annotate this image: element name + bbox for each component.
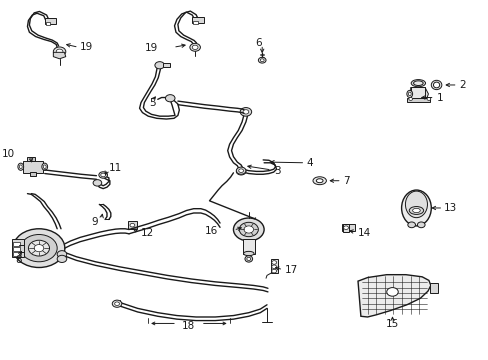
- Circle shape: [56, 49, 63, 54]
- Polygon shape: [53, 52, 66, 59]
- Bar: [342, 225, 354, 231]
- Ellipse shape: [244, 256, 252, 262]
- Text: 10: 10: [2, 149, 15, 159]
- Text: 11: 11: [108, 163, 122, 173]
- Bar: [429, 283, 438, 293]
- Bar: [45, 22, 50, 25]
- Circle shape: [386, 288, 397, 296]
- Ellipse shape: [413, 81, 422, 86]
- Circle shape: [239, 222, 258, 237]
- Bar: [13, 252, 20, 256]
- Circle shape: [260, 59, 264, 62]
- Circle shape: [408, 98, 412, 100]
- Circle shape: [343, 226, 348, 229]
- Circle shape: [53, 47, 66, 56]
- Text: 14: 14: [357, 228, 370, 238]
- Circle shape: [57, 251, 67, 258]
- Circle shape: [101, 173, 105, 177]
- Circle shape: [407, 222, 415, 228]
- Text: 19: 19: [80, 42, 93, 52]
- Bar: [30, 172, 36, 176]
- Text: 4: 4: [306, 158, 313, 168]
- Circle shape: [28, 240, 49, 256]
- Ellipse shape: [20, 165, 22, 168]
- Circle shape: [192, 45, 198, 49]
- Ellipse shape: [430, 80, 441, 90]
- Circle shape: [236, 167, 245, 174]
- Text: 13: 13: [443, 203, 457, 213]
- Circle shape: [165, 95, 175, 102]
- Text: 15: 15: [385, 319, 398, 329]
- Ellipse shape: [401, 190, 430, 226]
- Ellipse shape: [312, 177, 325, 185]
- Circle shape: [236, 168, 245, 175]
- Ellipse shape: [408, 207, 423, 215]
- Circle shape: [99, 172, 107, 178]
- Circle shape: [20, 234, 57, 262]
- Ellipse shape: [43, 165, 46, 168]
- Circle shape: [130, 224, 135, 227]
- Bar: [13, 242, 20, 246]
- Circle shape: [93, 180, 102, 186]
- Bar: [12, 239, 23, 257]
- Ellipse shape: [246, 257, 250, 261]
- Text: 6: 6: [255, 38, 261, 48]
- Ellipse shape: [42, 163, 47, 170]
- Polygon shape: [410, 87, 427, 103]
- Circle shape: [155, 62, 164, 69]
- Circle shape: [271, 261, 276, 264]
- Text: 12: 12: [141, 228, 154, 238]
- Bar: [128, 221, 137, 229]
- Bar: [243, 239, 254, 253]
- Circle shape: [258, 57, 265, 63]
- Bar: [270, 259, 277, 273]
- Text: 18: 18: [182, 321, 195, 331]
- Ellipse shape: [407, 92, 410, 96]
- Text: 2: 2: [458, 80, 465, 90]
- Bar: [13, 247, 20, 251]
- Polygon shape: [357, 275, 430, 317]
- Circle shape: [238, 169, 243, 172]
- Ellipse shape: [412, 208, 419, 213]
- Text: 16: 16: [204, 226, 218, 236]
- Circle shape: [271, 269, 276, 273]
- Ellipse shape: [406, 90, 412, 98]
- Bar: [27, 157, 35, 161]
- Text: 3: 3: [273, 166, 280, 176]
- Circle shape: [271, 265, 276, 269]
- Circle shape: [243, 110, 248, 114]
- Text: 17: 17: [284, 265, 297, 275]
- Circle shape: [114, 302, 119, 306]
- Bar: [192, 17, 203, 23]
- Circle shape: [13, 229, 65, 267]
- Bar: [410, 87, 424, 99]
- Text: 5: 5: [149, 98, 156, 108]
- Ellipse shape: [18, 163, 23, 170]
- Circle shape: [57, 255, 67, 262]
- Bar: [44, 18, 56, 24]
- Text: 8: 8: [15, 255, 21, 265]
- Circle shape: [240, 108, 251, 116]
- Bar: [22, 161, 43, 173]
- Text: 7: 7: [343, 176, 349, 186]
- Ellipse shape: [432, 82, 439, 88]
- Ellipse shape: [410, 80, 425, 87]
- Ellipse shape: [405, 191, 427, 218]
- Circle shape: [244, 226, 253, 233]
- Text: 19: 19: [144, 43, 158, 53]
- Circle shape: [417, 222, 424, 228]
- Bar: [193, 21, 198, 24]
- Circle shape: [233, 218, 264, 241]
- Ellipse shape: [316, 179, 323, 183]
- Text: 9: 9: [92, 217, 98, 227]
- Circle shape: [189, 43, 200, 51]
- Ellipse shape: [243, 251, 254, 256]
- Bar: [406, 98, 429, 102]
- Text: 1: 1: [436, 93, 442, 103]
- Circle shape: [426, 98, 430, 100]
- Circle shape: [112, 300, 122, 307]
- Bar: [343, 224, 348, 231]
- Bar: [162, 63, 170, 67]
- Circle shape: [34, 244, 43, 252]
